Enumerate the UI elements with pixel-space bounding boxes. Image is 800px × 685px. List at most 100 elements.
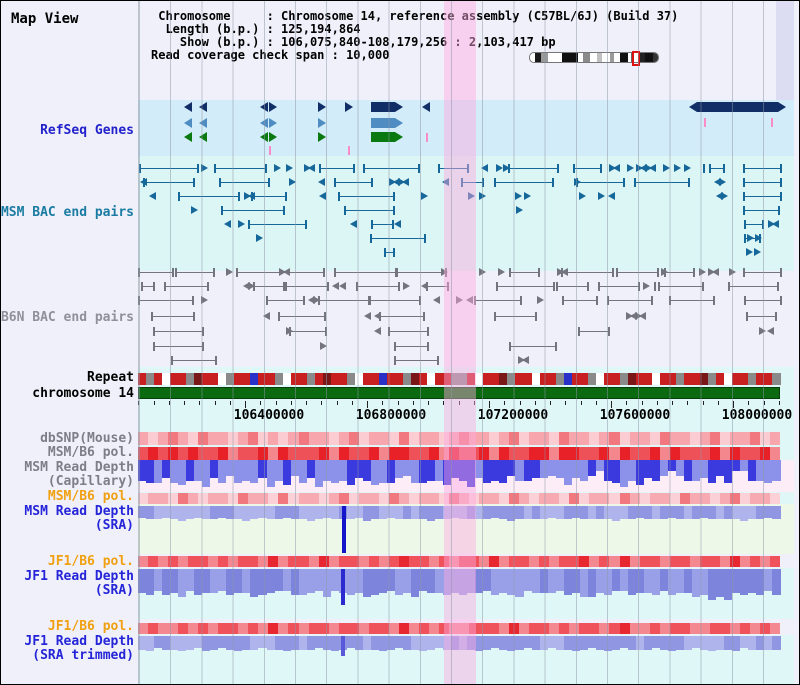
bac-arrow-right-icon (598, 192, 605, 200)
depth-bar (579, 636, 588, 650)
bac-arrow-right-icon (191, 206, 198, 214)
gene-arrow-right-icon (318, 132, 326, 142)
heatmap-cell (469, 432, 480, 445)
repeat-cell (250, 373, 259, 385)
bac-pair-line (509, 346, 556, 347)
heatmap-cell (489, 556, 500, 567)
bac-pair-line (175, 272, 214, 273)
heatmap-cell (599, 447, 610, 460)
depth-bar (138, 460, 147, 481)
heatmap-cell (418, 447, 429, 460)
depth-bar (732, 460, 741, 471)
heatmap-cell (739, 623, 750, 634)
depth-bar (282, 460, 291, 485)
depth-bar (403, 636, 412, 650)
depth-bar (475, 460, 484, 478)
chromosome-14-bar (138, 387, 780, 399)
depth-bar (202, 506, 211, 519)
bac-end-bar (703, 164, 705, 173)
axis-coordinate-label: 107200000 (477, 408, 549, 423)
depth-bar (226, 506, 235, 519)
depth-bar (162, 506, 171, 518)
bac-pair-end (193, 312, 195, 321)
heatmap-cell (639, 447, 650, 460)
axis-minor-tick (214, 401, 216, 405)
axis-minor-tick (626, 401, 628, 405)
depth-bar (451, 636, 460, 650)
bac-pair-line (334, 182, 372, 183)
depth-bar (619, 636, 628, 648)
depth-bar (443, 569, 452, 595)
heatmap-cell (218, 432, 229, 445)
repeat-cell (531, 373, 540, 385)
heatmap-cell (549, 556, 560, 567)
depth-bar (154, 569, 163, 591)
bac-arrow-right-icon (699, 268, 706, 276)
heatmap-cell (669, 432, 680, 445)
bac-pair-line (219, 182, 269, 183)
bac-pair-end (509, 268, 511, 277)
repeat-cell (378, 373, 387, 385)
bac-pair-line (562, 300, 597, 301)
repeat-cell (603, 373, 612, 385)
chromosome-ideogram[interactable] (529, 51, 659, 66)
depth-bar (459, 506, 468, 519)
axis-minor-tick (458, 401, 460, 405)
bac-arrow-left-icon (263, 312, 270, 320)
gene-box-arrow-icon (395, 102, 403, 112)
heatmap-cell (288, 556, 299, 567)
bac-pair-end (394, 342, 396, 351)
depth-bar (186, 506, 195, 519)
bac-pair-end (319, 164, 321, 173)
ideogram-band (653, 53, 658, 62)
bac-pair-end (219, 178, 221, 187)
heatmap-cell (699, 447, 710, 460)
bac-pair-line (214, 168, 266, 169)
heatmap-cell (729, 432, 740, 445)
genome-map-plot[interactable]: 106400000 106800000 107200000 107600000 1080… (138, 1, 794, 684)
bac-arrow-right-icon (754, 248, 761, 256)
depth-bar (298, 506, 307, 519)
bac-pair-end (427, 342, 429, 351)
bac-pair-end (688, 178, 690, 187)
heatmap-cell (509, 556, 520, 567)
bac-pair-line (251, 196, 286, 197)
repeat-cell (555, 373, 564, 385)
bac-pair-line (363, 168, 419, 169)
depth-bar (756, 569, 765, 595)
heatmap-cell (138, 556, 149, 567)
heatmap-cell (438, 556, 449, 567)
repeat-cell (643, 373, 652, 385)
bac-pair-end (285, 282, 287, 291)
track-label-jf1-b6-pol-trim: JF1/B6 pol. (47, 619, 134, 634)
gene-bidir-icon (269, 102, 277, 112)
jf1-read-depth-sra (138, 569, 781, 619)
bac-diamond-icon (639, 312, 646, 320)
depth-bar (298, 569, 307, 595)
axis-minor-tick (412, 401, 414, 405)
axis-minor-tick (748, 401, 750, 405)
bac-arrow-right-icon (421, 192, 428, 200)
depth-bar (595, 460, 604, 471)
heatmap-cell (428, 623, 439, 634)
depth-bar (676, 460, 685, 476)
heatmap-cell (288, 623, 299, 634)
heatmap-cell (759, 432, 770, 445)
heatmap-cell (739, 432, 750, 445)
depth-bar (571, 569, 580, 593)
repeat-cell (475, 373, 484, 385)
axis-minor-tick (550, 401, 551, 405)
heatmap-cell (198, 623, 209, 634)
bac-pair-end (746, 312, 748, 321)
repeat-cell (162, 373, 171, 385)
bac-pair-end (215, 356, 217, 365)
heatmap-cell (288, 447, 299, 460)
heatmap-cell (398, 432, 409, 445)
heatmap-cell (769, 432, 780, 445)
depth-bar (603, 460, 612, 481)
depth-bar (419, 636, 428, 651)
heatmap-cell (589, 556, 600, 567)
bac-arrow-left-icon (319, 192, 326, 200)
bac-pair-end (192, 296, 194, 305)
depth-bar (218, 636, 227, 648)
